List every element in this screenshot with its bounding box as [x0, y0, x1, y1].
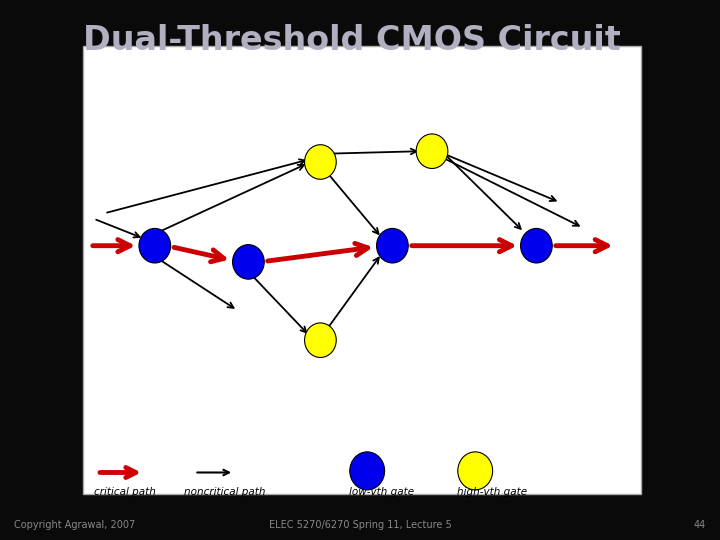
Ellipse shape — [521, 228, 552, 263]
Text: high-vth gate: high-vth gate — [457, 487, 527, 497]
Text: Dual-Threshold CMOS Circuit: Dual-Threshold CMOS Circuit — [83, 24, 621, 57]
Ellipse shape — [139, 228, 171, 263]
FancyBboxPatch shape — [83, 46, 641, 494]
Ellipse shape — [305, 145, 336, 179]
Text: low-vth gate: low-vth gate — [349, 487, 414, 497]
Text: 44: 44 — [693, 520, 706, 530]
Ellipse shape — [233, 245, 264, 279]
Text: noncritical path: noncritical path — [184, 487, 265, 497]
Ellipse shape — [416, 134, 448, 168]
Text: Copyright Agrawal, 2007: Copyright Agrawal, 2007 — [14, 520, 135, 530]
Text: ELEC 5270/6270 Spring 11, Lecture 5: ELEC 5270/6270 Spring 11, Lecture 5 — [269, 520, 451, 530]
Ellipse shape — [377, 228, 408, 263]
Ellipse shape — [458, 452, 492, 490]
Ellipse shape — [305, 323, 336, 357]
Text: critical path: critical path — [94, 487, 156, 497]
Ellipse shape — [350, 452, 384, 490]
